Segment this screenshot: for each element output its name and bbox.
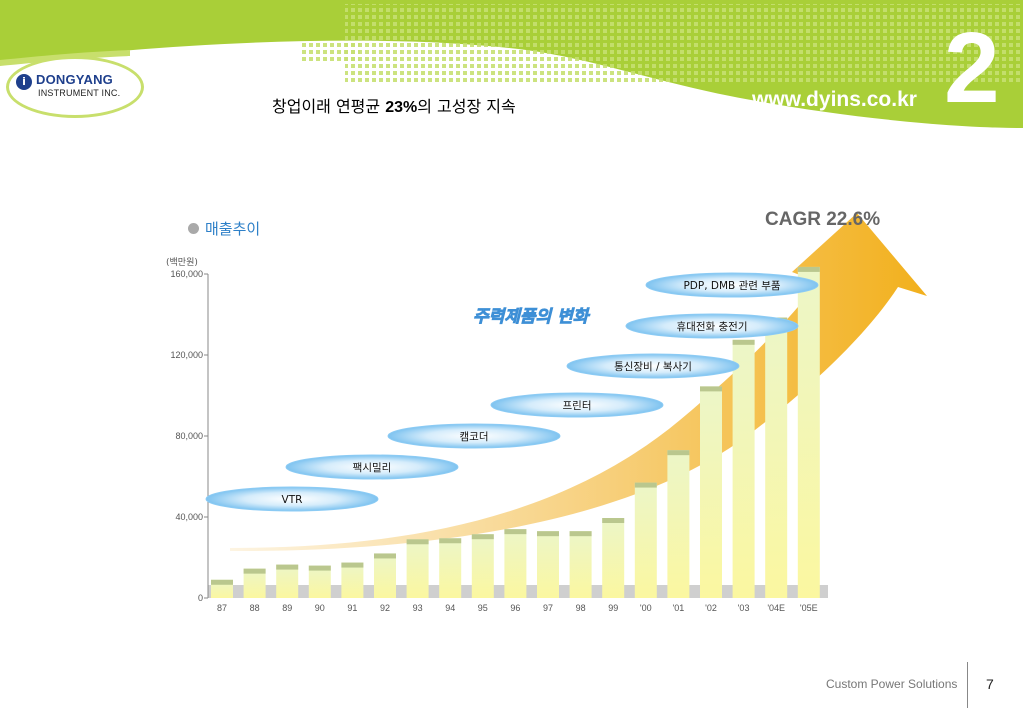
product-ellipse bbox=[285, 454, 459, 480]
cagr-label: CAGR 22.6% bbox=[765, 209, 880, 230]
x-tick-label: 88 bbox=[250, 603, 260, 613]
bar-cap-99 bbox=[602, 518, 625, 524]
bar-cap-88 bbox=[243, 568, 266, 574]
logo-badge bbox=[6, 56, 144, 118]
bar-91 bbox=[341, 562, 364, 598]
slide-title: 창업이래 연평균 23%의 고성장 지속 bbox=[272, 93, 516, 117]
x-tick-label: '01 bbox=[673, 603, 685, 613]
product-label: PDP, DMB 관련 부품 bbox=[683, 280, 780, 292]
bar-cap-91 bbox=[341, 562, 364, 568]
bar-'02 bbox=[700, 386, 722, 598]
bar-cap-'03 bbox=[732, 339, 755, 345]
y-tick-label: 0 bbox=[198, 593, 203, 603]
title-prefix: 창업이래 연평균 bbox=[272, 97, 386, 116]
bar-cap-90 bbox=[308, 565, 331, 571]
y-tick-label: 120,000 bbox=[170, 350, 203, 360]
bar-cap-97 bbox=[537, 531, 559, 537]
product-ellipse bbox=[387, 423, 561, 449]
x-tick-label: '00 bbox=[640, 603, 652, 613]
product-label: 휴대전화 충전기 bbox=[677, 321, 748, 333]
product-label: 프린터 bbox=[563, 400, 592, 412]
title-highlight: 23% bbox=[385, 99, 418, 116]
x-tick-label: '05E bbox=[800, 603, 818, 613]
bar-cap-89 bbox=[276, 564, 299, 570]
bar-97 bbox=[537, 531, 559, 598]
bar-cap-93 bbox=[406, 539, 429, 545]
product-label: VTR bbox=[282, 494, 303, 506]
bar-'05E bbox=[797, 266, 820, 598]
footer-divider bbox=[967, 662, 968, 708]
footer-tagline: Custom Power Solutions bbox=[826, 677, 958, 691]
product-ellipse bbox=[490, 392, 664, 418]
bar-'00 bbox=[634, 482, 657, 598]
section-title-text: 매출추이 bbox=[205, 220, 261, 238]
bar-95 bbox=[471, 534, 494, 598]
bar-'03 bbox=[732, 339, 755, 598]
bar-89 bbox=[276, 564, 299, 598]
x-tick-label: 95 bbox=[478, 603, 488, 613]
bar-cap-96 bbox=[504, 529, 527, 535]
bar-98 bbox=[569, 531, 592, 598]
product-ellipse bbox=[205, 486, 379, 512]
product-label: 통신장비 / 복사기 bbox=[614, 361, 692, 373]
x-tick-label: '02 bbox=[705, 603, 717, 613]
section-number: 2 bbox=[944, 12, 1000, 124]
bar-90 bbox=[308, 565, 331, 598]
bar-92 bbox=[374, 553, 396, 598]
y-tick-label: 80,000 bbox=[175, 431, 203, 441]
product-ellipse bbox=[566, 353, 740, 379]
bar-96 bbox=[504, 529, 527, 598]
x-tick-label: 96 bbox=[510, 603, 520, 613]
header-banner bbox=[0, 0, 1023, 130]
x-tick-label: 92 bbox=[380, 603, 390, 613]
x-tick-label: 93 bbox=[413, 603, 423, 613]
y-tick-label: 160,000 bbox=[170, 269, 203, 279]
bar-cap-98 bbox=[569, 531, 592, 537]
page-number: 7 bbox=[986, 676, 994, 692]
product-ellipse bbox=[645, 272, 819, 298]
x-tick-label: 91 bbox=[347, 603, 357, 613]
title-suffix: 의 고성장 지속 bbox=[417, 97, 516, 116]
x-tick-label: 89 bbox=[282, 603, 292, 613]
bar-'04E bbox=[765, 317, 788, 598]
y-tick-label: 40,000 bbox=[175, 512, 203, 522]
bar-cap-95 bbox=[471, 534, 494, 540]
bar-cap-'01 bbox=[667, 450, 690, 456]
header-background bbox=[0, 0, 1023, 128]
growth-arrow bbox=[230, 213, 927, 552]
bar-88 bbox=[243, 568, 266, 598]
product-label: 캠코더 bbox=[460, 431, 489, 443]
x-tick-label: '04E bbox=[767, 603, 785, 613]
logo-icon: i bbox=[16, 74, 32, 90]
bar-93 bbox=[406, 539, 429, 598]
product-label: 팩시밀리 bbox=[353, 462, 392, 474]
products-title: 주력제품의 변화 bbox=[473, 307, 591, 327]
bar-cap-'00 bbox=[634, 482, 657, 488]
x-tick-label: 99 bbox=[608, 603, 618, 613]
bar-cap-94 bbox=[439, 538, 462, 544]
x-tick-label: 90 bbox=[315, 603, 325, 613]
bar-'01 bbox=[667, 450, 690, 598]
logo-company-subtitle: INSTRUMENT INC. bbox=[38, 88, 121, 98]
bar-94 bbox=[439, 538, 462, 598]
bar-cap-87 bbox=[211, 579, 233, 585]
logo-company-name: DONGYANG bbox=[36, 72, 113, 87]
bar-cap-92 bbox=[374, 553, 396, 559]
x-tick-label: '03 bbox=[738, 603, 750, 613]
bar-99 bbox=[602, 518, 625, 598]
bar-cap-'05E bbox=[797, 266, 820, 272]
site-url: www.dyins.co.kr bbox=[752, 88, 917, 111]
x-tick-label: 98 bbox=[576, 603, 586, 613]
product-ellipse bbox=[625, 313, 799, 339]
x-tick-label: 94 bbox=[445, 603, 455, 613]
y-unit-label: (백만원) bbox=[166, 257, 198, 268]
x-tick-label: 87 bbox=[217, 603, 227, 613]
x-tick-label: 97 bbox=[543, 603, 553, 613]
bar-cap-'02 bbox=[700, 386, 722, 392]
bullet-icon bbox=[188, 223, 199, 234]
section-title: 매출추이 bbox=[188, 218, 260, 239]
